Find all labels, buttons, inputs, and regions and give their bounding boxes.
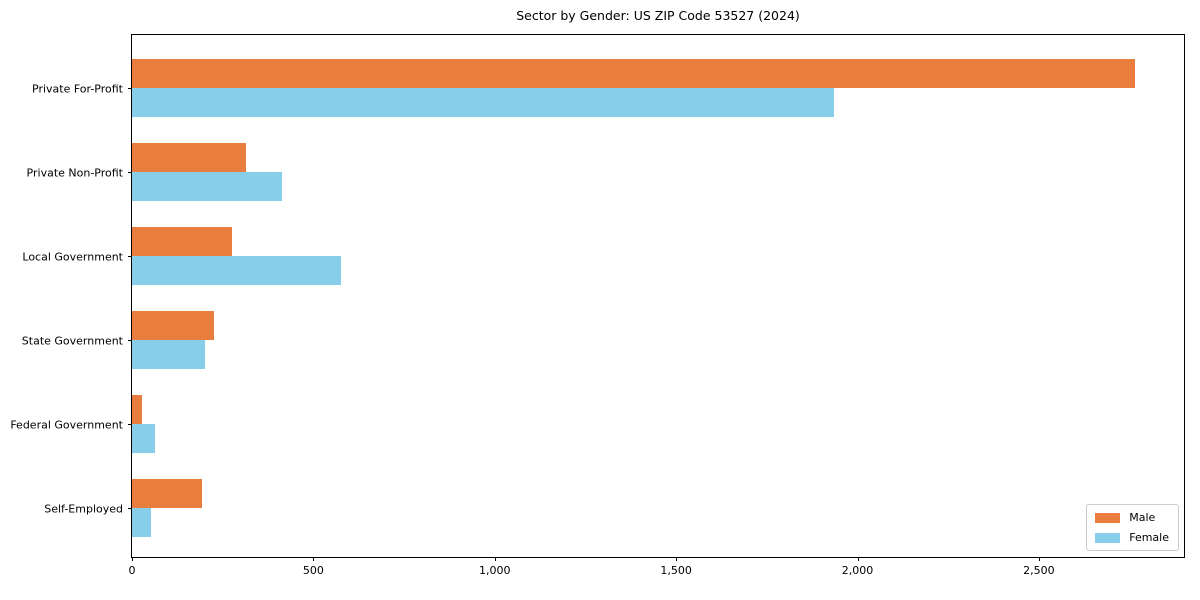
legend-item-female: Female <box>1095 531 1169 544</box>
x-tick-label-2-000: 2,000 <box>841 564 874 577</box>
legend-swatch-female <box>1095 532 1121 543</box>
x-tick-mark-1-000 <box>494 557 496 561</box>
bar-male-state-government <box>132 311 214 340</box>
bar-female-local-government <box>132 256 341 285</box>
y-tick-mark-private-for-profit <box>128 88 132 89</box>
x-tick-mark-1-500 <box>676 557 678 561</box>
y-tick-label-local-government: Local Government <box>22 250 123 264</box>
y-tick-mark-private-non-profit <box>128 172 132 173</box>
legend-swatch-male <box>1095 512 1121 523</box>
bar-male-private-non-profit <box>132 143 246 172</box>
x-tick-mark-2-500 <box>1038 557 1040 561</box>
y-tick-label-self-employed: Self-Employed <box>44 502 123 516</box>
x-tick-label-500: 500 <box>302 564 324 577</box>
legend-label-female: Female <box>1129 531 1169 544</box>
bar-male-local-government <box>132 227 232 256</box>
plot-area: Private For-Profit Private Non-Profit Loca… <box>10 34 1185 577</box>
y-tick-label-private-non-profit: Private Non-Profit <box>26 166 123 180</box>
x-tick-mark-500 <box>313 557 315 561</box>
x-tick-mark-2-000 <box>857 557 859 561</box>
legend-item-male: Male <box>1095 511 1169 524</box>
bar-male-federal-government <box>132 395 143 424</box>
bar-male-self-employed <box>132 479 202 508</box>
x-tick-label-2-500: 2,500 <box>1023 564 1055 577</box>
legend-label-male: Male <box>1129 511 1156 524</box>
x-tick-label-0: 0 <box>128 564 136 577</box>
bar-female-federal-government <box>132 424 155 453</box>
bar-female-self-employed <box>132 508 151 537</box>
x-tick-mark-0 <box>132 557 133 561</box>
bar-male-private-for-profit <box>132 59 1135 88</box>
bar-female-state-government <box>132 340 205 369</box>
y-tick-mark-self-employed <box>128 508 132 509</box>
bar-female-private-for-profit <box>132 88 834 117</box>
x-tick-label-1-500: 1,500 <box>660 564 692 577</box>
bar-female-private-non-profit <box>132 172 282 201</box>
y-tick-mark-state-government <box>128 340 132 341</box>
y-tick-label-private-for-profit: Private For-Profit <box>32 82 123 96</box>
y-tick-label-federal-government: Federal Government <box>10 418 123 432</box>
legend: Male Female <box>1086 504 1179 551</box>
x-tick-label-1-000: 1,000 <box>479 564 511 577</box>
y-tick-mark-federal-government <box>128 424 132 425</box>
chart-title: Sector by Gender: US ZIP Code 53527 (202… <box>516 8 800 23</box>
y-tick-label-state-government: State Government <box>21 334 123 348</box>
y-tick-mark-local-government <box>128 256 132 257</box>
